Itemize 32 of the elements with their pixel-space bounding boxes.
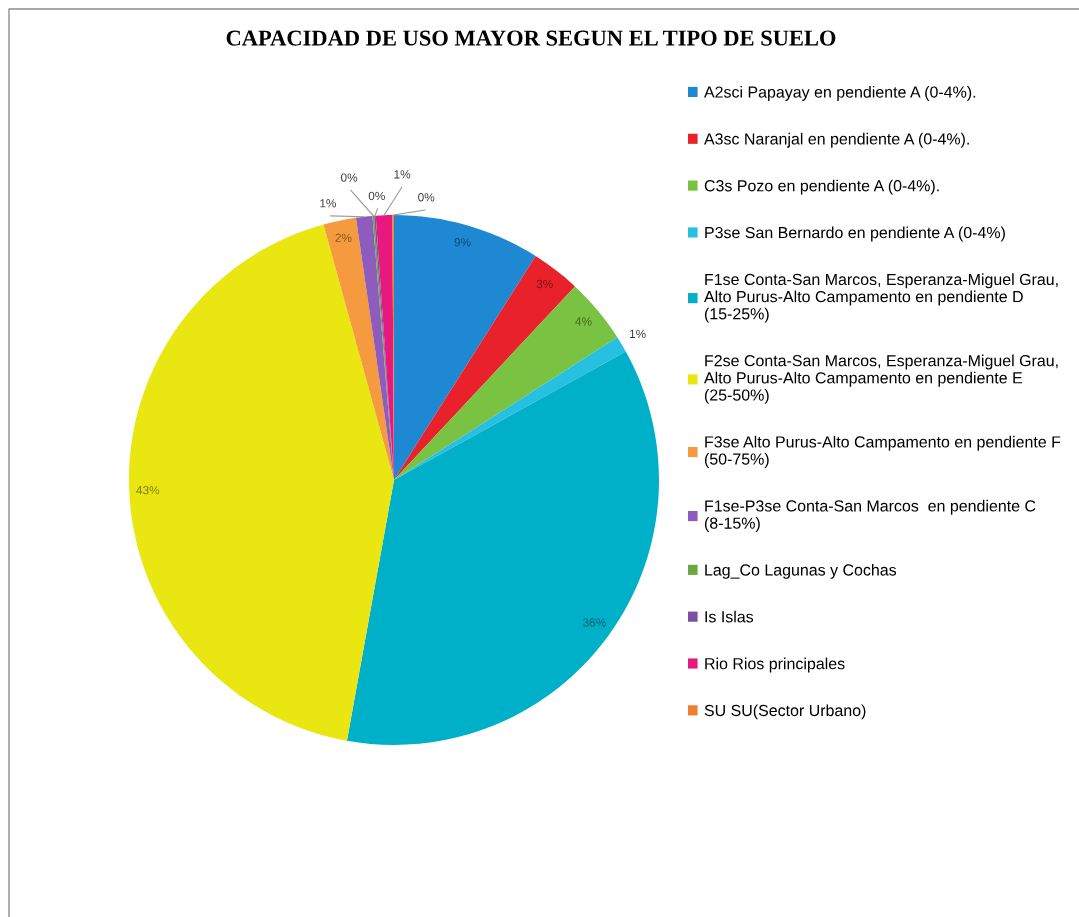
pie-slice bbox=[394, 256, 575, 480]
legend-label: F1se Conta-San Marcos, Esperanza-Miguel Grau, Alto Purus-Alto Campamento en pendiente D (15-25%) bbox=[704, 273, 1058, 323]
legend-label: F2se Conta-San Marcos, Esperanza-Miguel Grau, Alto Purus-Alto Campamento en pendiente E (25-50%) bbox=[704, 354, 1058, 404]
data-label: 0% bbox=[340, 173, 358, 182]
data-label: 1% bbox=[629, 329, 646, 339]
legend-label: Rio Rios principales bbox=[705, 657, 845, 673]
data-label: 4% bbox=[575, 317, 592, 326]
legend-label: F3se Alto Purus-Alto Campamento en pendiente F (50-75%) bbox=[704, 435, 1061, 468]
data-label: 0% bbox=[418, 193, 435, 202]
legend-label: SU SU(Sector Urbano) bbox=[704, 704, 866, 720]
pie-slice bbox=[394, 337, 626, 480]
pie-slice bbox=[355, 215, 394, 480]
data-label: 3% bbox=[536, 279, 553, 289]
pie-slice bbox=[346, 351, 659, 745]
data-label: 36% bbox=[582, 618, 606, 627]
data-label: 0% bbox=[368, 191, 385, 201]
legend-label: F1se-P3se Conta-San Marcos en pendiente C (8-15%) bbox=[704, 499, 1036, 532]
legend-label: P3se San Bernardo en pendiente A (0-4%) bbox=[705, 226, 1005, 242]
legend-label: A3sc Naranjal en pendiente A (0-4%). bbox=[704, 132, 969, 148]
data-label: 1% bbox=[320, 199, 337, 208]
legend-label: Lag_Co Lagunas y Cochas bbox=[705, 563, 897, 579]
pie-slice bbox=[394, 215, 536, 480]
chart-title: CAPACIDAD DE USO MAYOR SEGUN EL TIPO DE SUELO bbox=[226, 30, 836, 46]
data-label: 2% bbox=[335, 233, 352, 242]
legend-label: Is Islas bbox=[705, 610, 754, 623]
legend-label: A2sci Papayay en pendiente A (0-4%). bbox=[704, 86, 976, 101]
data-label: 43% bbox=[136, 486, 160, 495]
data-label: 9% bbox=[454, 238, 471, 247]
pie-slice bbox=[323, 217, 394, 480]
pie-slice bbox=[129, 224, 394, 741]
legend-label: C3s Pozo en pendiente A (0-4%). bbox=[704, 179, 939, 195]
data-label: 1% bbox=[394, 170, 411, 179]
